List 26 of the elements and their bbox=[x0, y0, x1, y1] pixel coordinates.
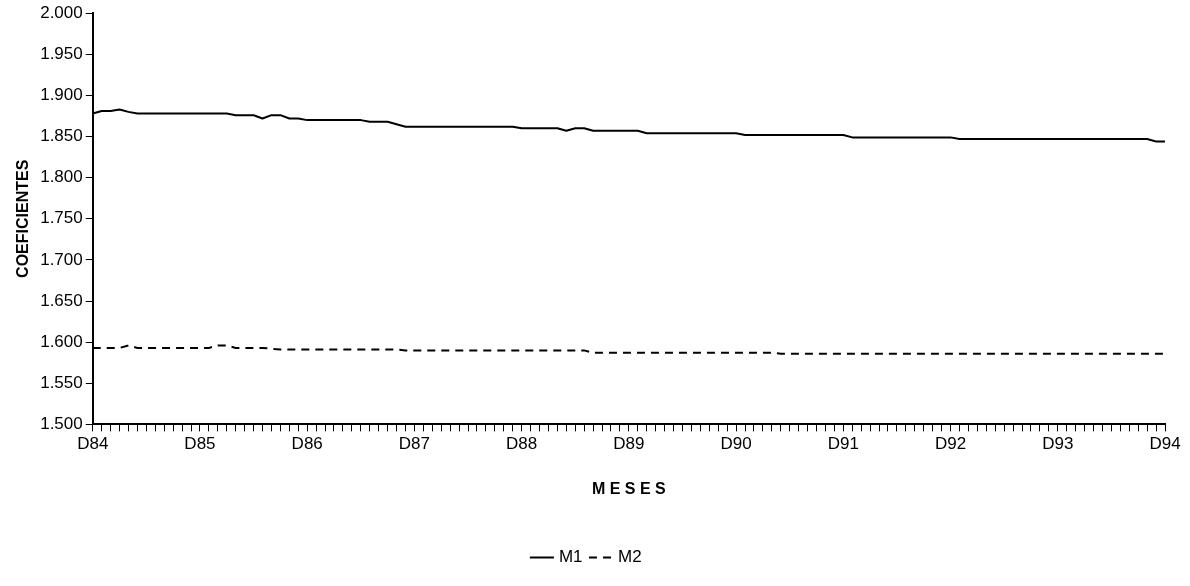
legend-label: M1 bbox=[558, 547, 583, 567]
x-tick-label: D88 bbox=[506, 434, 538, 454]
x-tick-label: D85 bbox=[184, 434, 216, 454]
x-tick-label: D89 bbox=[613, 434, 645, 454]
x-tick-label: D90 bbox=[720, 434, 752, 454]
x-tick-label: D92 bbox=[934, 434, 967, 454]
x-axis-title: M E S E S bbox=[591, 479, 667, 497]
y-tick-label: 1.550 bbox=[40, 372, 83, 392]
y-tick-label: 1.600 bbox=[40, 331, 83, 351]
y-tick-label: 1.900 bbox=[40, 85, 83, 105]
x-tick-label: D87 bbox=[398, 434, 431, 454]
y-tick-label: 1.950 bbox=[40, 44, 83, 64]
legend-label: M2 bbox=[618, 547, 642, 567]
x-tick-label: D84 bbox=[77, 434, 109, 454]
x-tick-label: D93 bbox=[1042, 434, 1074, 454]
x-tick-label: D86 bbox=[291, 434, 323, 454]
y-axis-title: COEFICIENTES bbox=[14, 159, 32, 278]
y-tick-label: 1.650 bbox=[40, 290, 83, 310]
y-tick-label: 1.850 bbox=[40, 126, 83, 146]
y-tick-label: 2.000 bbox=[40, 2, 83, 22]
y-tick-label: 1.800 bbox=[40, 167, 83, 187]
y-tick-label: 1.750 bbox=[40, 208, 83, 228]
y-tick-label: 1.500 bbox=[40, 414, 83, 434]
x-tick-label: D91 bbox=[827, 434, 859, 454]
x-tick-label: D94 bbox=[1149, 434, 1181, 454]
y-tick-label: 1.700 bbox=[40, 249, 83, 269]
